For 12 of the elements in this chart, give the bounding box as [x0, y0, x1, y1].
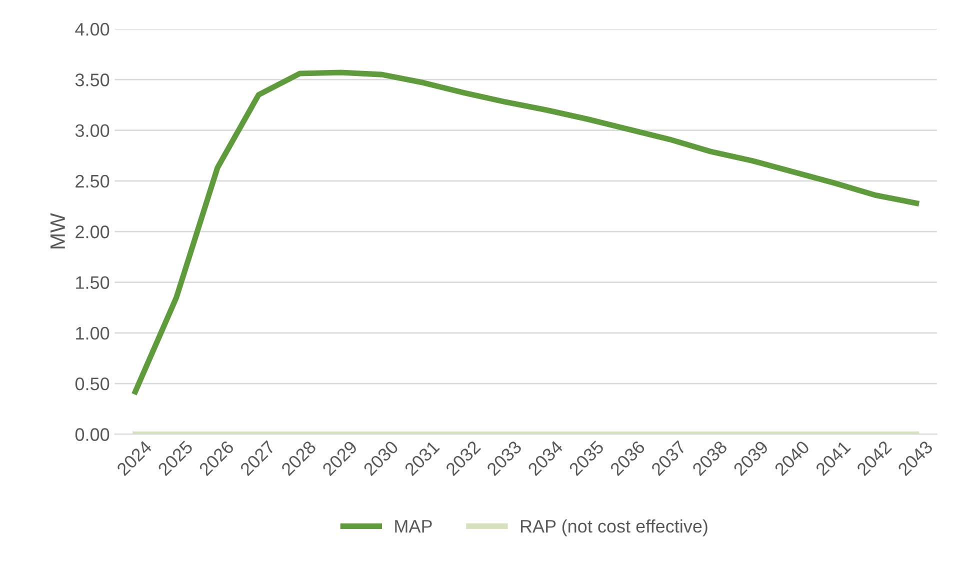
y-tick-label: 0.00: [75, 428, 110, 441]
y-tick-label: 1.00: [76, 326, 110, 340]
y-axis-title: MW: [50, 213, 65, 248]
y-tick-label: 4.00: [75, 22, 110, 36]
legend-label: MAP: [395, 520, 432, 532]
y-tick-label: 2.00: [76, 226, 110, 238]
y-tick-label: 3.50: [75, 74, 110, 86]
y-tick-label: 3.00: [75, 124, 110, 137]
y-tick-label: 0.50: [75, 378, 110, 390]
y-tick-label: 2.50: [76, 174, 110, 188]
legend-label: RAP (not cost effective): [520, 519, 708, 536]
y-tick-label: 1.50: [76, 276, 110, 289]
